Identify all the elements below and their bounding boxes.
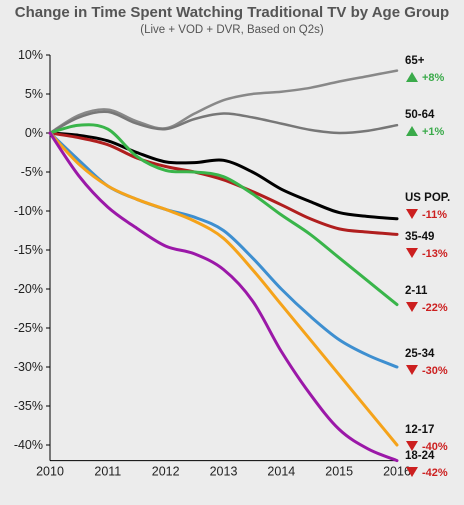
- y-tick-label: -10%: [14, 204, 43, 218]
- series-line-12-17: [48, 131, 399, 447]
- series-change-18-24: -42%: [422, 467, 448, 479]
- x-tick-label: 2012: [152, 465, 180, 479]
- series-line-65: [48, 69, 399, 135]
- series-line-35-49: [48, 131, 399, 236]
- series-label-65: 65+: [405, 55, 425, 67]
- chart-title: Change in Time Spent Watching Traditiona…: [14, 4, 450, 21]
- series-change-2-11: -22%: [422, 302, 448, 314]
- series-label-2-11: 2-11: [405, 285, 428, 297]
- x-tick-label: 2015: [325, 465, 353, 479]
- y-tick-label: -35%: [14, 399, 43, 413]
- down-arrow-icon: [406, 248, 418, 258]
- x-tick-label: 2013: [210, 465, 238, 479]
- series-label-50-64: 50-64: [405, 109, 435, 121]
- series-label-35-49: 35-49: [405, 231, 434, 243]
- x-tick-label: 2011: [94, 465, 121, 479]
- series-line-50-64: [48, 110, 399, 135]
- x-tick-label: 2010: [36, 465, 64, 479]
- chart-subtitle: (Live + VOD + DVR, Based on Q2s): [140, 24, 324, 36]
- y-tick-label: 5%: [25, 87, 43, 101]
- series-line-25-34: [48, 131, 399, 369]
- down-arrow-icon: [406, 302, 418, 312]
- y-tick-label: -40%: [14, 438, 43, 452]
- x-tick-label: 2016: [383, 465, 411, 479]
- series-change-us-pop: -11%: [422, 209, 447, 221]
- y-tick-label: -15%: [14, 243, 43, 257]
- down-arrow-icon: [406, 209, 418, 219]
- series-line-2-11: [48, 123, 399, 307]
- y-tick-label: -25%: [14, 321, 43, 335]
- series-change-12-17: -40%: [422, 441, 448, 453]
- x-tick-label: 2014: [267, 465, 295, 479]
- series-label-25-34: 25-34: [405, 348, 435, 360]
- series-change-50-64: +1%: [422, 126, 445, 138]
- y-tick-label: -20%: [14, 282, 43, 296]
- up-arrow-icon: [406, 126, 418, 136]
- series-change-25-34: -30%: [422, 365, 448, 377]
- series-line-18-24: [48, 131, 399, 463]
- series-change-35-49: -13%: [422, 248, 448, 260]
- y-tick-label: -30%: [14, 360, 43, 374]
- y-tick-label: 10%: [18, 48, 43, 62]
- down-arrow-icon: [406, 467, 418, 477]
- down-arrow-icon: [406, 441, 418, 451]
- series-change-65: +8%: [422, 72, 445, 84]
- y-tick-label: 0%: [25, 126, 43, 140]
- up-arrow-icon: [406, 72, 418, 82]
- series-label-12-17: 12-17: [405, 424, 434, 436]
- series-line-us-pop: [48, 131, 399, 221]
- down-arrow-icon: [406, 365, 418, 375]
- y-tick-label: -5%: [21, 165, 43, 179]
- series-label-18-24: 18-24: [405, 450, 435, 462]
- series-label-us-pop: US POP.: [405, 192, 450, 204]
